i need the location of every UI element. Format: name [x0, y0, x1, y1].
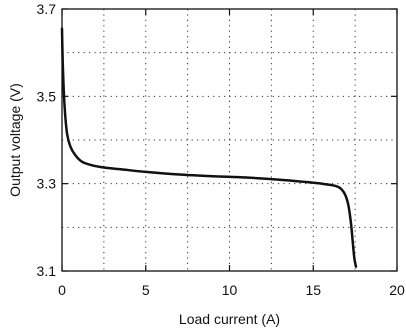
y-tick-label: 3.5 [37, 88, 57, 104]
y-tick-label: 3.3 [37, 176, 57, 192]
x-tick-label: 10 [222, 282, 238, 298]
grid [62, 9, 397, 271]
y-tick-label: 3.1 [37, 263, 57, 279]
y-axis-label: Output voltage (V) [7, 83, 23, 197]
y-tick-label: 3.7 [37, 1, 57, 17]
x-axis-label: Load current (A) [179, 311, 280, 327]
x-tick-label: 20 [389, 282, 405, 298]
plot-frame [61, 8, 398, 272]
x-tick-label: 15 [305, 282, 321, 298]
x-tick-label: 0 [58, 282, 66, 298]
tick-labels: 0 5 10 15 20 3.1 3.3 3.5 3.7 [37, 1, 405, 298]
x-tick-label: 5 [142, 282, 150, 298]
series-line [60, 27, 358, 268]
